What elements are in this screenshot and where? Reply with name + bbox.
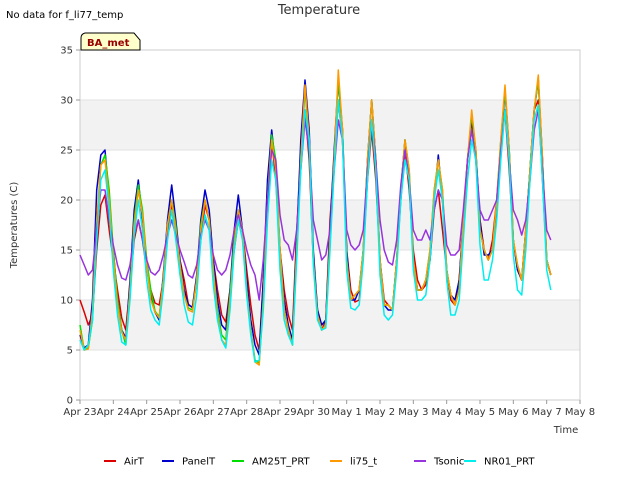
x-tick-label: Apr 26 [163,407,196,418]
grid-band [80,300,580,350]
no-data-message: No data for f_li77_temp [6,10,123,21]
x-tick-label: May 2 [365,407,395,418]
badge: BA_met [80,32,141,51]
x-tick-label: Apr 28 [230,407,263,418]
grid-band [80,100,580,150]
series-lines [79,69,552,366]
chart-title: Temperature [277,3,360,18]
y-tick-label: 35 [60,46,73,57]
x-tick-label: May 5 [465,407,495,418]
x-tick-label: Apr 24 [97,407,130,418]
legend-label: AM25T_PRT [252,457,311,468]
y-tick-label: 10 [60,296,73,307]
series-line-tsonic [79,109,552,301]
legend: AirT PanelT AM25T_PRT li75_t Tsonic NR01_PRT [104,457,535,468]
x-tick-label: May 8 [565,407,595,418]
x-tick-label: Apr 27 [197,407,230,418]
y-tick-label: 15 [60,246,73,257]
badge-shape [80,32,141,51]
legend-label: PanelT [182,457,216,468]
legend-label: AirT [124,457,145,468]
plot-border [79,49,581,401]
y-tick-label: 25 [60,146,73,157]
x-tick-label: May 4 [432,407,462,418]
x-tick-label: May 6 [498,407,528,418]
x-tick-label: Apr 23 [63,407,96,418]
x-tick-label: Apr 25 [130,407,163,418]
x-tick-label: May 7 [532,407,562,418]
series-line-nr01-prt [79,99,552,363]
legend-label: NR01_PRT [484,457,535,468]
x-tick-label: Apr 30 [297,407,330,418]
x-tick-label: May 1 [332,407,362,418]
x-tick-label: May 3 [398,407,428,418]
x-axis: Apr 23 Apr 24 Apr 25 Apr 26 Apr 27 Apr 28 Apr … [63,400,595,418]
y-tick-label: 5 [67,346,73,357]
y-axis-label: Temperatures (C) [9,182,20,270]
y-axis: 0 5 10 15 20 25 30 35 [60,46,80,407]
y-tick-label: 20 [60,196,73,207]
x-axis-label: Time [553,425,578,436]
legend-label: li75_t [350,457,377,468]
legend-label: Tsonic [433,457,464,468]
x-tick-label: Apr 29 [263,407,296,418]
y-tick-label: 0 [67,396,73,407]
y-tick-label: 30 [60,96,73,107]
badge-label: BA_met [87,38,130,49]
